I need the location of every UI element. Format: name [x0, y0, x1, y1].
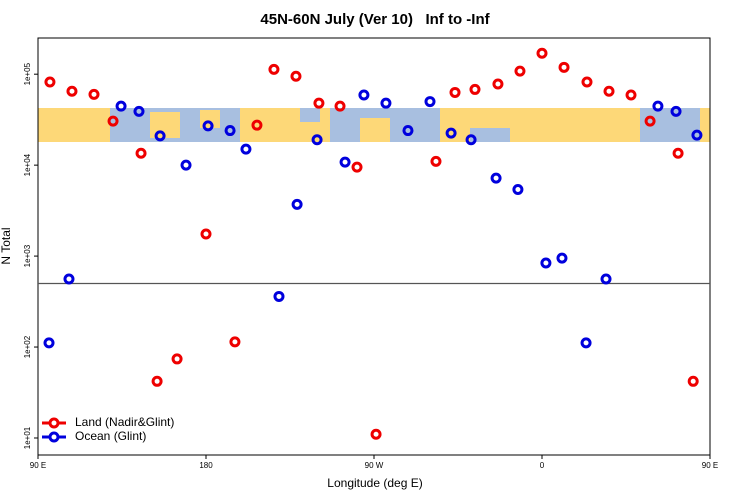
point: [380, 97, 392, 109]
point: [268, 63, 280, 75]
legend-marker: [48, 431, 60, 443]
point: [240, 143, 252, 155]
point: [600, 273, 612, 285]
point: [200, 228, 212, 240]
point: [603, 85, 615, 97]
point: [251, 119, 263, 131]
y-tick-label: 1e+03: [23, 244, 32, 267]
x-tick-label: 90 E: [30, 461, 46, 470]
point: [536, 47, 548, 59]
point: [273, 290, 285, 302]
point: [687, 375, 699, 387]
point: [351, 161, 363, 173]
x-axis-label: Longitude (deg E): [327, 476, 422, 490]
x-tick-label: 0: [540, 461, 545, 470]
point: [202, 120, 214, 132]
point: [180, 159, 192, 171]
point: [581, 76, 593, 88]
map-band: [38, 108, 710, 142]
point: [644, 115, 656, 127]
plot-frame: [37, 37, 711, 456]
point: [358, 89, 370, 101]
y-tick-label: 1e+04: [23, 153, 32, 176]
point: [490, 172, 502, 184]
point: [558, 61, 570, 73]
point: [514, 65, 526, 77]
x-tick-label: 90 W: [365, 461, 384, 470]
point: [424, 96, 436, 108]
point: [291, 198, 303, 210]
point: [313, 97, 325, 109]
x-tick-label: 180: [199, 461, 213, 470]
point: [107, 115, 119, 127]
point: [224, 125, 236, 137]
y-axis-label: N Total: [0, 227, 13, 264]
y-tick-label: 1e+01: [23, 426, 32, 449]
chart-title: 45N-60N July (Ver 10) Inf to -Inf: [260, 11, 490, 28]
x-tick-label: 90 E: [702, 461, 718, 470]
point: [492, 78, 504, 90]
legend-label: Ocean (Glint): [75, 429, 146, 443]
point: [135, 147, 147, 159]
point: [670, 105, 682, 117]
point: [154, 130, 166, 142]
y-tick-label: 1e+02: [23, 335, 32, 358]
point: [88, 88, 100, 100]
point: [66, 85, 78, 97]
point: [469, 83, 481, 95]
point: [556, 252, 568, 264]
point: [445, 127, 457, 139]
point: [625, 89, 637, 101]
point: [115, 100, 127, 112]
point: [63, 273, 75, 285]
point: [430, 155, 442, 167]
legend-label: Land (Nadir&Glint): [75, 415, 174, 429]
y-tick-label: 1e+05: [23, 62, 32, 85]
point: [540, 257, 552, 269]
point: [652, 100, 664, 112]
point: [512, 183, 524, 195]
point: [672, 147, 684, 159]
point: [151, 375, 163, 387]
point: [133, 105, 145, 117]
point: [171, 353, 183, 365]
point: [229, 336, 241, 348]
point: [290, 70, 302, 82]
point: [580, 337, 592, 349]
point: [402, 125, 414, 137]
point: [691, 129, 703, 141]
legend-marker: [48, 417, 60, 429]
point: [370, 428, 382, 440]
point: [339, 156, 351, 168]
point: [44, 76, 56, 88]
point: [465, 134, 477, 146]
point: [334, 100, 346, 112]
point: [43, 337, 55, 349]
point: [311, 134, 323, 146]
point: [449, 86, 461, 98]
